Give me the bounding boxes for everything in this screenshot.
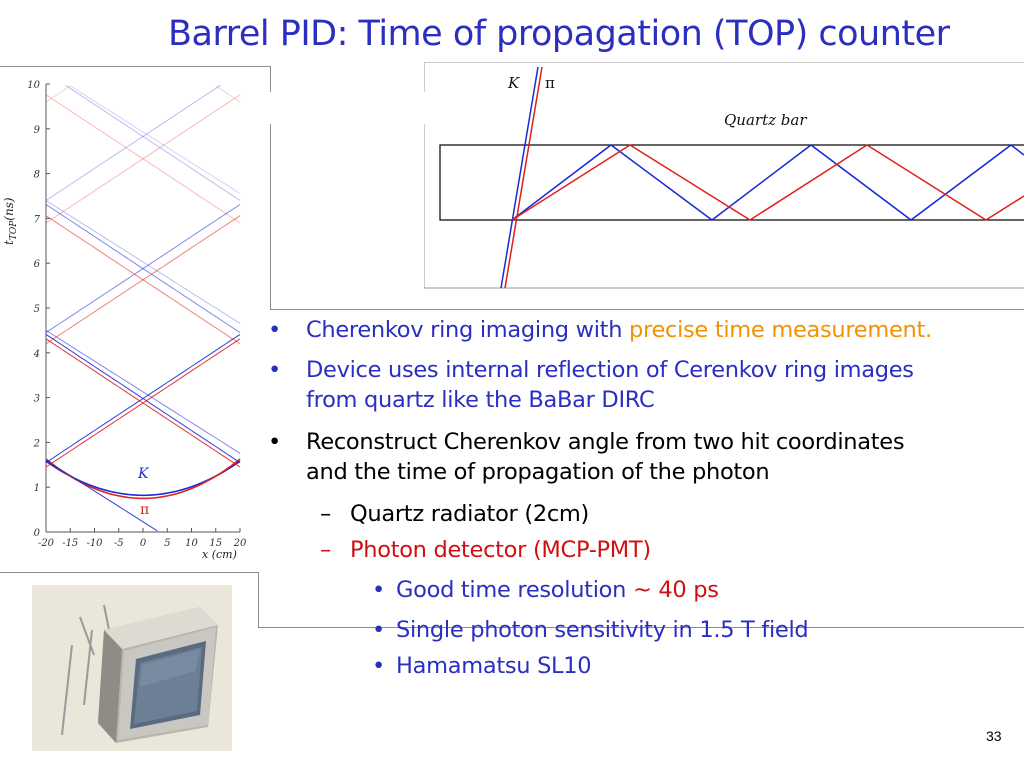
reflection-up (45, 84, 221, 201)
k-reflection-down (45, 459, 158, 532)
y-tick-label: 8 (34, 170, 40, 181)
reflection-up (45, 85, 71, 103)
sub-bullet-glyph: • (372, 577, 385, 603)
k-reflection-down (70, 85, 241, 194)
x-tick-label: 15 (209, 538, 222, 549)
bullet-3-line-1: Reconstruct Cherenkov angle from two hit… (306, 429, 905, 455)
bullet-1-text-a: Cherenkov ring imaging with (306, 317, 630, 343)
page-number: 33 (986, 728, 1002, 744)
sub-sub-bullet-3-text: Hamamatsu SL10 (396, 653, 592, 679)
y-tick-label: 0 (34, 528, 41, 539)
bullet-2-line-2: from quartz like the BaBar DIRC (306, 387, 655, 413)
frame-bottom (258, 627, 1024, 628)
slide-title: Barrel PID: Time of propagation (TOP) co… (168, 14, 950, 54)
frame-bottom-left (0, 572, 258, 573)
y-tick-label: 4 (33, 349, 40, 360)
x-tick-label: 0 (140, 538, 147, 549)
mcp-pmt-photo (32, 585, 232, 751)
svg-text:tTOP(ns): tTOP(ns) (2, 197, 19, 245)
y-tick-label: 9 (34, 125, 41, 136)
dash-glyph: – (320, 537, 331, 563)
sub-bullet-1-text: Quartz radiator (2cm) (350, 501, 590, 527)
y-tick-label: 6 (34, 259, 41, 270)
k-reflection-down (45, 329, 241, 454)
y-axis-sub: TOP (9, 220, 19, 240)
x-tick-label: -20 (38, 538, 55, 549)
x-tick-label: -5 (114, 538, 124, 549)
x-tick-label: 20 (233, 538, 247, 549)
bullet-glyph: • (268, 317, 281, 343)
k-reflection-down (45, 200, 241, 324)
y-axis-label: t (2, 240, 16, 245)
frame-top-left (0, 66, 270, 67)
y-tick-label: 1 (34, 483, 40, 494)
frame-bottom-vertical (258, 572, 259, 628)
frame-right-vertical (270, 124, 271, 310)
frame-left-vertical (270, 66, 271, 92)
quartz-pi-label: π (545, 74, 555, 92)
x-tick-label: 5 (164, 538, 170, 549)
curves (45, 84, 241, 532)
reflection-down (65, 84, 241, 201)
reflection-down (45, 94, 241, 224)
reflection-down (45, 215, 241, 345)
top-time-plot: 0 1 2 3 4 5 6 7 8 9 10 -20 -15 -10 -5 0 5 10 15 20 tTOP(ns… (2, 80, 247, 561)
sub-sub-bullet-2-text: Single photon sensitivity in 1.5 T field (396, 617, 809, 643)
reflection-down (215, 85, 241, 103)
sub-bullet-glyph: • (372, 653, 385, 679)
y-tick-label: 2 (33, 438, 40, 449)
quartz-k-label: K (507, 74, 520, 92)
pi-label: π (140, 502, 149, 518)
x-axis-ticks: -20 -15 -10 -5 0 5 10 15 20 (38, 528, 247, 549)
bullet-1-text-b: precise time measurement. (629, 317, 932, 343)
x-tick-label: -15 (62, 538, 78, 549)
dash-glyph: – (320, 501, 331, 527)
sub-bullet-glyph: • (372, 617, 385, 643)
k-label: K (137, 466, 150, 482)
frame-middle (270, 309, 1024, 310)
sub-sub-bullet-1-text-b: ~ 40 ps (632, 577, 719, 603)
y-tick-label: 3 (34, 394, 40, 405)
bullet-glyph: • (268, 357, 281, 383)
y-tick-label: 10 (27, 80, 40, 91)
bullet-glyph: • (268, 429, 281, 455)
y-axis-ticks: 0 1 2 3 4 5 6 7 8 9 10 (27, 80, 50, 539)
y-tick-label: 7 (34, 214, 41, 225)
reflection-down (45, 333, 241, 464)
sub-sub-bullet-1-text-a: Good time resolution (396, 577, 633, 603)
x-tick-label: 10 (185, 538, 198, 549)
reflection-up (45, 94, 241, 224)
x-axis-label: x (cm) (202, 548, 237, 561)
y-axis-unit: (ns) (2, 197, 16, 221)
quartz-bar-diagram: K π Quartz bar (424, 62, 1024, 289)
y-tick-label: 5 (34, 304, 40, 315)
sub-bullet-2-text: Photon detector (MCP-PMT) (350, 537, 651, 563)
bullet-3-line-2: and the time of propagation of the photo… (306, 459, 770, 485)
bullet-2-line-1: Device uses internal reflection of Ceren… (306, 357, 914, 383)
reflection-down (45, 204, 241, 334)
reflection-down (45, 338, 241, 468)
x-tick-label: -10 (86, 538, 103, 549)
quartz-bar-label: Quartz bar (724, 111, 807, 129)
